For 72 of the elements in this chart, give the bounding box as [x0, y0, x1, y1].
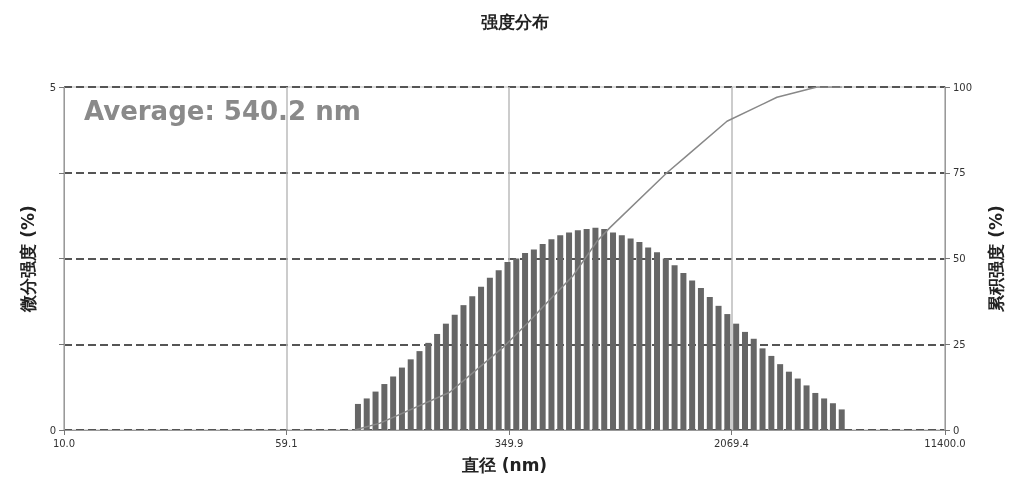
- bar: [724, 314, 731, 430]
- x-tick-label: 349.9: [494, 437, 524, 449]
- bar: [706, 296, 713, 430]
- bar: [434, 333, 441, 430]
- bar: [803, 385, 810, 430]
- bar: [785, 371, 792, 430]
- y2-axis-title: 累积强度 (%): [985, 205, 1006, 313]
- bar: [354, 403, 361, 430]
- y-axis-title: 微分强度 (%): [17, 205, 38, 313]
- bar: [416, 351, 423, 430]
- y2-tick-label: 75: [953, 167, 966, 179]
- bar: [495, 270, 502, 430]
- bar: [425, 342, 432, 430]
- x-tick-label: 2069.4: [713, 437, 749, 449]
- bar: [486, 277, 493, 430]
- bar: [372, 391, 379, 430]
- bar: [627, 238, 634, 430]
- bar: [548, 239, 555, 430]
- bar: [566, 232, 573, 430]
- bar: [451, 314, 458, 430]
- bar: [733, 323, 740, 430]
- bar: [697, 288, 704, 430]
- chart-title: 强度分布: [480, 11, 549, 32]
- bar: [636, 242, 643, 430]
- bar: [583, 229, 590, 430]
- bar: [610, 232, 617, 430]
- bar: [478, 286, 485, 430]
- annotation: Average: 540.2 nm: [84, 96, 361, 126]
- bar: [759, 348, 766, 430]
- y2-tick-label: 25: [953, 338, 966, 350]
- x-tick-label: 59.1: [275, 437, 298, 449]
- bar: [469, 296, 476, 430]
- bar: [407, 359, 414, 430]
- bar: [829, 403, 836, 430]
- bar: [750, 338, 757, 430]
- bar: [680, 272, 687, 430]
- x-tick-label: 11400.0: [924, 437, 966, 449]
- bar: [460, 305, 467, 430]
- bar: [601, 229, 608, 430]
- x-tick-label: 10.0: [52, 437, 76, 449]
- bar: [557, 235, 564, 430]
- y-tick-label: 5: [49, 81, 56, 93]
- bar: [398, 367, 405, 430]
- bar: [539, 244, 546, 430]
- bar: [812, 392, 819, 430]
- x-axis-title: 直径 (nm): [460, 454, 548, 475]
- bar: [513, 258, 520, 430]
- y2-tick-label: 100: [953, 81, 973, 93]
- bar: [592, 227, 599, 430]
- bar: [794, 378, 801, 430]
- bar: [689, 280, 696, 430]
- bar: [442, 323, 449, 430]
- bar: [574, 230, 581, 430]
- bar: [645, 247, 652, 430]
- bar: [741, 331, 748, 430]
- bar: [381, 384, 388, 430]
- y2-tick-label: 50: [953, 253, 966, 264]
- y2-tick-label: 0: [953, 424, 960, 436]
- bar: [821, 398, 828, 430]
- bar: [768, 355, 775, 430]
- bar: [618, 235, 625, 430]
- bar: [390, 376, 397, 430]
- bar: [715, 305, 722, 430]
- bar: [522, 253, 529, 430]
- bar: [363, 398, 370, 430]
- bar: [838, 409, 845, 430]
- bar: [671, 265, 678, 430]
- bar: [530, 249, 537, 430]
- bar: [777, 364, 784, 430]
- bar: [654, 252, 661, 430]
- bar: [504, 261, 511, 430]
- bar: [662, 258, 669, 430]
